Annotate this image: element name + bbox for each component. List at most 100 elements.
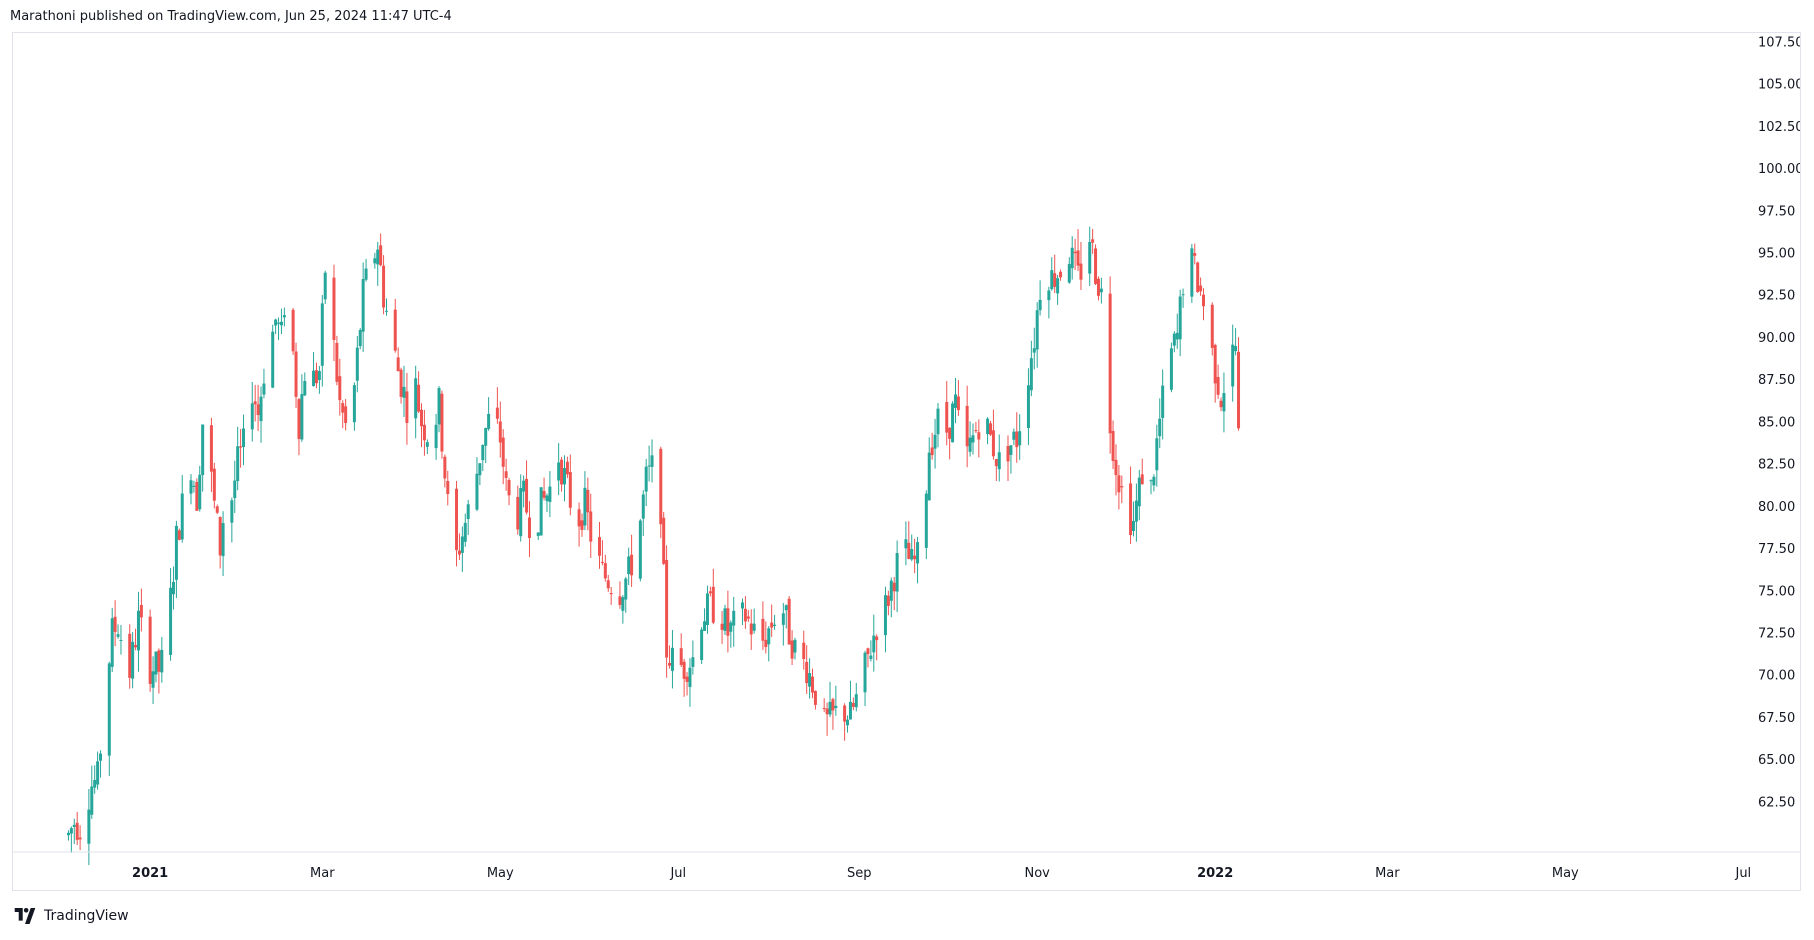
candle-body xyxy=(875,636,879,641)
candle-body xyxy=(708,591,712,594)
candle-body xyxy=(1237,351,1241,429)
candle-body xyxy=(361,279,365,332)
candle-body xyxy=(352,385,356,423)
candle-body xyxy=(87,809,91,844)
candle xyxy=(253,384,257,422)
candle-body xyxy=(609,593,613,595)
time-tick-label: 2022 xyxy=(1197,866,1233,881)
price-tick-label: 87.50 xyxy=(1758,373,1795,388)
candle xyxy=(1137,469,1141,521)
candle-body xyxy=(230,500,234,523)
candle xyxy=(746,610,750,623)
candle xyxy=(621,595,625,624)
candle-body xyxy=(872,635,876,653)
candle-body xyxy=(568,471,572,508)
candle xyxy=(1047,286,1051,319)
candle xyxy=(1111,420,1115,470)
candle-body xyxy=(834,705,838,709)
candle-body xyxy=(936,408,940,435)
candle xyxy=(507,478,511,506)
candle xyxy=(1152,474,1156,492)
candle xyxy=(711,568,715,625)
candle xyxy=(282,307,286,327)
candle-body xyxy=(501,437,505,467)
candle-body xyxy=(323,272,327,300)
candle xyxy=(332,264,336,362)
candle xyxy=(358,328,362,350)
candle xyxy=(437,386,441,433)
candle-body xyxy=(236,446,240,482)
candle xyxy=(1172,331,1176,353)
candle-body xyxy=(384,310,388,312)
candle xyxy=(519,474,523,542)
candle xyxy=(863,650,867,707)
time-tick-label: 2021 xyxy=(132,866,168,881)
candle-body xyxy=(314,370,318,384)
candle-body xyxy=(895,553,899,592)
candle-body xyxy=(726,608,730,636)
candle-body xyxy=(291,309,295,352)
candle xyxy=(99,750,103,778)
candle xyxy=(708,586,712,597)
candle-body xyxy=(72,824,76,827)
candle-body xyxy=(1190,248,1194,297)
candle-body xyxy=(781,613,785,625)
candle xyxy=(703,608,707,632)
candle xyxy=(484,427,488,463)
candle xyxy=(516,485,520,535)
candle-body xyxy=(364,268,368,280)
candle xyxy=(767,626,771,662)
candle-body xyxy=(560,459,564,485)
candle-body xyxy=(1169,348,1173,390)
candle-body xyxy=(773,624,777,626)
candle xyxy=(1029,340,1033,397)
candle xyxy=(209,417,213,493)
candle-body xyxy=(463,522,467,542)
candle xyxy=(1012,428,1016,446)
candle xyxy=(848,680,852,720)
candle xyxy=(475,457,479,512)
candle-body xyxy=(320,303,324,366)
candle xyxy=(606,574,610,592)
candle xyxy=(1155,424,1159,487)
candle xyxy=(75,811,79,846)
candle xyxy=(1210,302,1214,356)
candle-body xyxy=(863,652,867,693)
candle-body xyxy=(565,461,569,475)
candle-body xyxy=(376,249,380,265)
candle xyxy=(822,698,826,713)
candle-body xyxy=(303,381,307,396)
candle-body xyxy=(1012,431,1016,440)
candle xyxy=(831,697,835,730)
chart-frame[interactable]: 62.50 65.00 67.50 70.00 72.50 75.00 77.50 80.00… xyxy=(12,32,1801,891)
price-tick-label: 75.00 xyxy=(1758,584,1795,599)
candle-body xyxy=(907,542,911,559)
candle xyxy=(907,521,911,560)
candle-body xyxy=(679,648,683,665)
candle xyxy=(355,336,359,393)
candle-body xyxy=(446,480,450,495)
footer[interactable]: TradingView xyxy=(12,908,129,924)
price-tick-label: 105.00 xyxy=(1758,78,1800,93)
candle-body xyxy=(752,623,756,631)
candle-body xyxy=(151,671,155,688)
candle-body xyxy=(974,429,978,432)
candle-body xyxy=(498,421,502,443)
candle xyxy=(303,372,307,397)
candle-body xyxy=(300,394,304,440)
candlestick-chart[interactable]: 62.50 65.00 67.50 70.00 72.50 75.00 77.50 80.00… xyxy=(13,33,1800,890)
candle xyxy=(851,697,855,711)
candle xyxy=(131,631,135,689)
candle-body xyxy=(460,536,464,553)
candle xyxy=(670,630,674,689)
price-tick-label: 102.50 xyxy=(1758,120,1800,135)
candle-body xyxy=(396,357,400,372)
price-tick-label: 85.00 xyxy=(1758,415,1795,430)
candle xyxy=(665,545,669,678)
candle xyxy=(548,471,552,518)
candle xyxy=(198,465,202,512)
candle xyxy=(239,429,243,468)
candle xyxy=(598,521,602,569)
candle-body xyxy=(913,555,917,560)
candle-body xyxy=(405,391,409,423)
